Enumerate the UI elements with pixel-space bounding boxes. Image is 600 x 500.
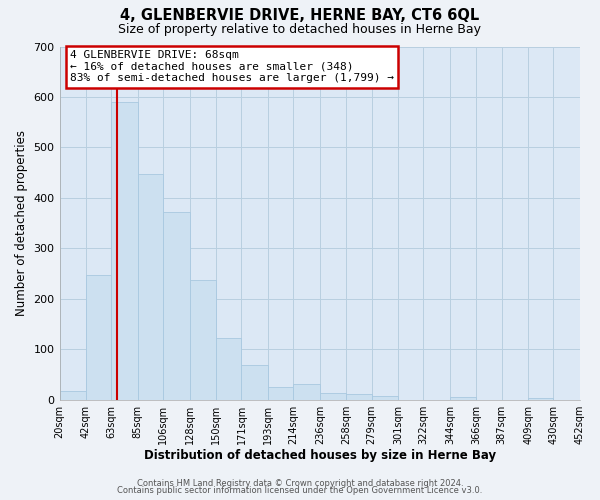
Bar <box>112 102 138 400</box>
Bar <box>371 396 398 400</box>
Bar <box>268 387 293 400</box>
Bar <box>59 390 86 400</box>
Bar <box>190 280 216 400</box>
Bar <box>293 384 320 400</box>
Bar <box>320 393 346 400</box>
Bar <box>138 174 163 400</box>
Text: Contains public sector information licensed under the Open Government Licence v3: Contains public sector information licen… <box>118 486 482 495</box>
Bar <box>86 274 112 400</box>
Bar <box>346 394 371 400</box>
Text: Size of property relative to detached houses in Herne Bay: Size of property relative to detached ho… <box>119 22 482 36</box>
Bar <box>163 212 190 400</box>
Bar <box>528 398 553 400</box>
Bar <box>216 338 241 400</box>
Text: 4, GLENBERVIE DRIVE, HERNE BAY, CT6 6QL: 4, GLENBERVIE DRIVE, HERNE BAY, CT6 6QL <box>121 8 479 22</box>
Text: Contains HM Land Registry data © Crown copyright and database right 2024.: Contains HM Land Registry data © Crown c… <box>137 478 463 488</box>
X-axis label: Distribution of detached houses by size in Herne Bay: Distribution of detached houses by size … <box>144 450 496 462</box>
Bar <box>450 397 476 400</box>
Y-axis label: Number of detached properties: Number of detached properties <box>15 130 28 316</box>
Bar <box>241 366 268 400</box>
Text: 4 GLENBERVIE DRIVE: 68sqm
← 16% of detached houses are smaller (348)
83% of semi: 4 GLENBERVIE DRIVE: 68sqm ← 16% of detac… <box>70 50 394 83</box>
